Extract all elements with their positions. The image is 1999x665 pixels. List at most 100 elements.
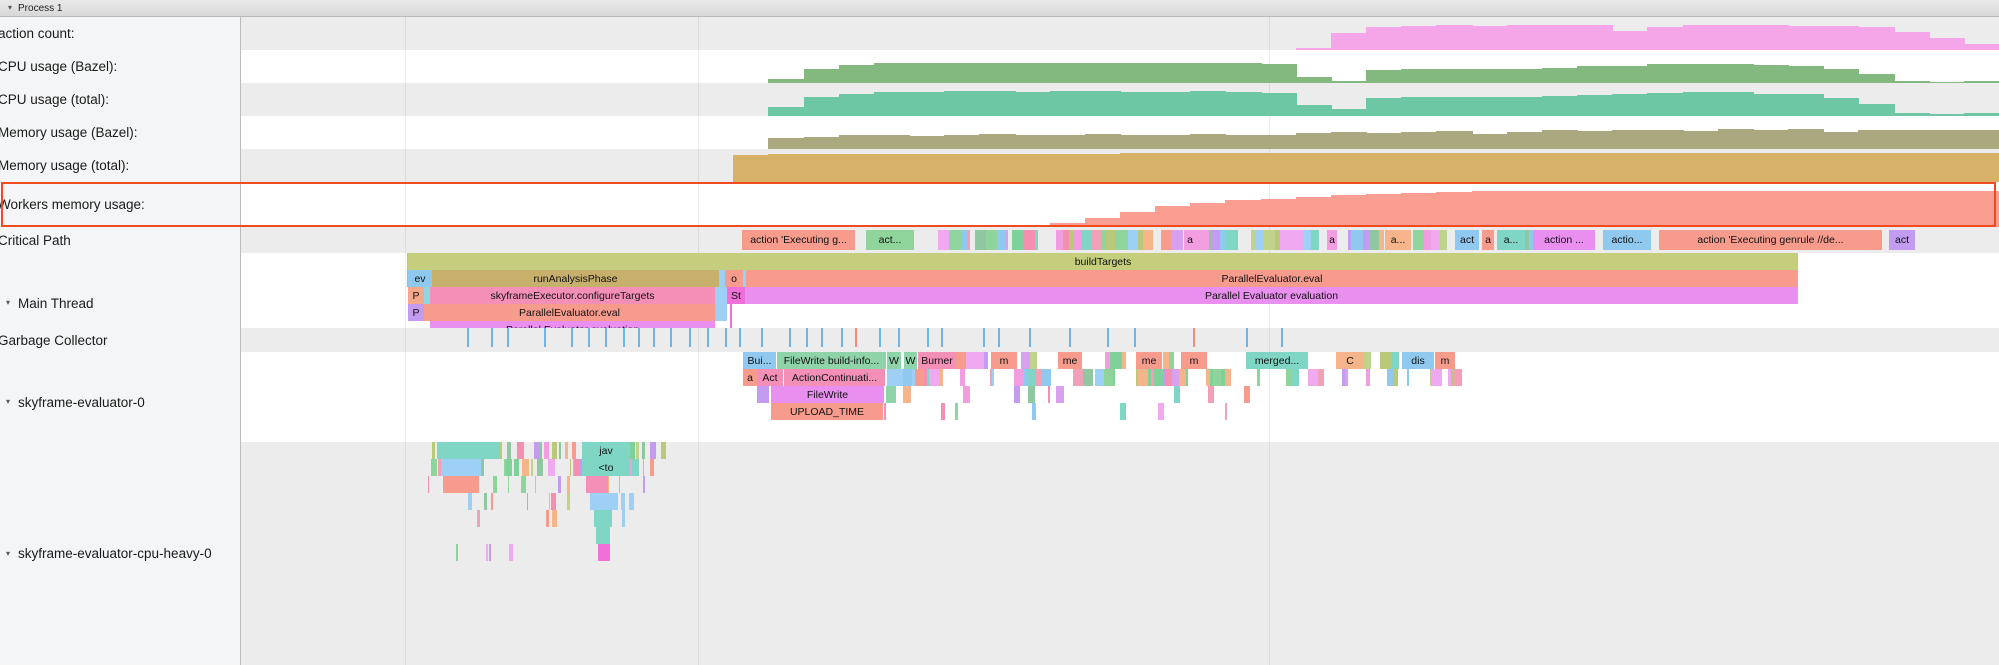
flame-slice-unlabeled[interactable] [962,230,967,250]
flame-slice-unlabeled[interactable] [546,510,549,527]
flame-slice-unlabeled[interactable] [1158,403,1164,420]
flame-slice-unlabeled[interactable] [1148,369,1151,386]
track-row-cpu-bazel[interactable]: CPU usage (Bazel): [0,50,1999,83]
flame-slice-unlabeled[interactable] [1081,230,1091,250]
flame-slice[interactable]: ParallelEvaluator.eval [424,304,715,321]
flame-slice-unlabeled[interactable] [573,459,574,476]
flame-slice-unlabeled[interactable] [924,369,927,386]
gc-tick-marker[interactable] [855,328,857,347]
flame-slice-unlabeled[interactable] [1291,369,1299,386]
flame-slice-unlabeled[interactable] [1091,230,1101,250]
flame-slice-unlabeled[interactable] [549,493,550,510]
process-header[interactable]: ▾ Process 1 [0,0,1999,17]
flame-slice-unlabeled[interactable] [1063,230,1069,250]
flame-slice-unlabeled[interactable] [1304,230,1311,250]
flame-slice-unlabeled[interactable] [1163,369,1165,386]
flame-slice-unlabeled[interactable] [567,493,570,510]
gc-tick-marker[interactable] [1107,328,1109,347]
flame-slice-unlabeled[interactable] [1095,369,1104,386]
gc-tick-marker[interactable] [1281,328,1283,347]
flame-slice-unlabeled[interactable] [558,476,561,493]
track-label-mem-bazel[interactable]: Memory usage (Bazel): [0,116,241,149]
track-label-skyframe-evaluator-0[interactable]: ▾ skyframe-evaluator-0 [0,352,241,452]
gc-tick-marker[interactable] [588,328,590,347]
flame-slice-unlabeled[interactable] [456,544,458,561]
flame-slice-unlabeled[interactable] [938,230,949,250]
flame-slice-unlabeled[interactable] [1432,369,1442,386]
flame-slice[interactable]: merged... [1246,352,1308,369]
flame-slice-unlabeled[interactable] [1351,230,1363,250]
flame-slice-unlabeled[interactable] [1014,369,1024,386]
flame-slice-unlabeled[interactable] [484,493,487,510]
track-canvas-mem-total[interactable] [241,149,1999,182]
flame-slice[interactable]: a [1327,230,1337,250]
flame-slice-unlabeled[interactable] [990,369,992,386]
flame-slice-unlabeled[interactable] [565,442,568,459]
flame-slice-unlabeled[interactable] [992,369,994,386]
flame-slice[interactable]: act... [866,230,914,250]
flame-slice-unlabeled[interactable] [594,510,612,527]
flame-slice-unlabeled[interactable] [619,476,620,493]
flame-slice-unlabeled[interactable] [1165,369,1172,386]
flame-slice-unlabeled[interactable] [1431,230,1439,250]
flame-slice-unlabeled[interactable] [661,442,666,459]
flame-slice-unlabeled[interactable] [1186,369,1188,386]
gc-tick-marker[interactable] [806,328,808,347]
flame-slice-unlabeled[interactable] [1525,230,1529,250]
flame-slice-unlabeled[interactable] [1209,230,1212,250]
flame-slice-unlabeled[interactable] [621,493,625,510]
flame-slice-unlabeled[interactable] [1048,386,1050,403]
gc-tick-marker[interactable] [983,328,985,347]
flame-slice-unlabeled[interactable] [1206,369,1210,386]
flame-slice-unlabeled[interactable] [912,369,915,386]
gc-tick-marker[interactable] [605,328,607,347]
gc-tick-marker[interactable] [739,328,741,347]
flame-slice-unlabeled[interactable] [1275,230,1280,250]
flame-slice-unlabeled[interactable] [1143,230,1153,250]
flame-slice-unlabeled[interactable] [642,442,645,459]
track-row-mem-total[interactable]: Memory usage (total): [0,149,1999,182]
flame-slice-unlabeled[interactable] [997,230,1005,250]
flame-slice-unlabeled[interactable] [567,476,570,493]
flame-slice-unlabeled[interactable] [551,493,556,510]
flame-slice-unlabeled[interactable] [1128,230,1138,250]
flame-slice-unlabeled[interactable] [743,270,746,287]
flame-slice-unlabeled[interactable] [1174,386,1180,403]
track-label-cpu-total[interactable]: CPU usage (total): [0,83,241,116]
gc-tick-marker[interactable] [571,328,573,347]
flame-slice-unlabeled[interactable] [407,253,408,270]
flame-slice-unlabeled[interactable] [949,230,962,250]
flame-slice-unlabeled[interactable] [517,442,524,459]
flame-slice-unlabeled[interactable] [1363,230,1369,250]
flame-slice-unlabeled[interactable] [1123,230,1128,250]
flame-slice[interactable]: <to [582,459,630,476]
flame-slice[interactable]: Parallel Evaluator evaluation [745,287,1798,304]
track-canvas-skyframe-evaluator-cpu-heavy-0[interactable]: jav <to [241,442,1999,665]
flame-slice-unlabeled[interactable] [468,493,472,510]
flame-slice-unlabeled[interactable] [424,287,430,304]
flame-slice[interactable]: P [408,287,424,304]
flame-slice-unlabeled[interactable] [975,230,986,250]
track-row-cpu-total[interactable]: CPU usage (total): [0,83,1999,116]
track-canvas-workers-mem[interactable] [241,182,1999,227]
flame-slice[interactable]: Act [757,369,783,386]
flame-slice-unlabeled[interactable] [929,369,939,386]
track-row-skyframe-evaluator-0[interactable]: ▾ skyframe-evaluator-0 Bui... FileWrite b… [0,352,1999,452]
track-canvas-action-count[interactable] [241,17,1999,50]
flame-slice-unlabeled[interactable] [1380,352,1391,369]
flame-slice-unlabeled[interactable] [1210,369,1213,386]
flame-slice-unlabeled[interactable] [632,459,639,476]
flame-slice[interactable]: W [887,352,901,369]
flame-slice-unlabeled[interactable] [1453,369,1462,386]
flame-slice-unlabeled[interactable] [1122,352,1126,369]
track-label-skyframe-evaluator-cpu-heavy-0[interactable]: ▾ skyframe-evaluator-cpu-heavy-0 [0,442,241,665]
flame-slice-unlabeled[interactable] [590,493,618,510]
flame-slice-unlabeled[interactable] [491,493,493,510]
flame-slice[interactable]: runAnalysisPhase [432,270,719,287]
flame-slice-unlabeled[interactable] [1348,230,1351,250]
flame-slice[interactable]: UPLOAD_TIME [771,403,883,420]
flame-slice-unlabeled[interactable] [1430,369,1432,386]
flame-slice-unlabeled[interactable] [1264,230,1275,250]
flame-slice-unlabeled[interactable] [493,476,497,493]
flame-slice-unlabeled[interactable] [1391,352,1396,369]
